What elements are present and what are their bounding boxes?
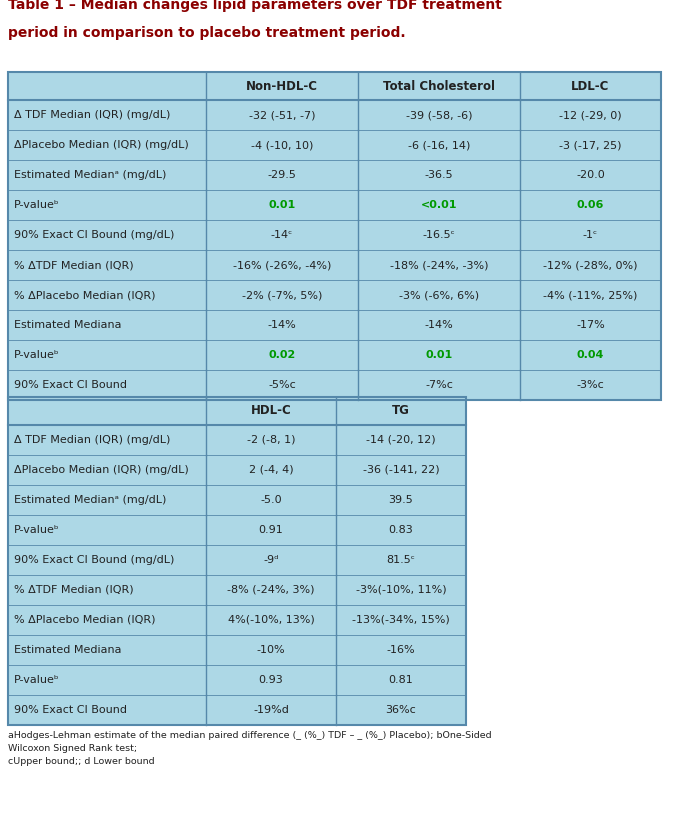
Text: -8% (-24%, 3%): -8% (-24%, 3%) — [227, 585, 315, 595]
Text: Total Cholesterol: Total Cholesterol — [383, 80, 495, 92]
Text: -14%: -14% — [268, 320, 296, 330]
Text: period in comparison to placebo treatment period.: period in comparison to placebo treatmen… — [8, 26, 406, 40]
Text: % ΔTDF Median (IQR): % ΔTDF Median (IQR) — [14, 260, 134, 270]
Text: Estimated Medianᵃ (mg/dL): Estimated Medianᵃ (mg/dL) — [14, 495, 167, 505]
Text: aHodges-Lehman estimate of the median paired difference (_ (%_) TDF – _ (%_) Pla: aHodges-Lehman estimate of the median pa… — [8, 731, 492, 740]
Text: -16% (-26%, -4%): -16% (-26%, -4%) — [233, 260, 331, 270]
Text: -4% (-11%, 25%): -4% (-11%, 25%) — [543, 290, 638, 300]
Bar — [8, 72, 661, 400]
Text: 0.01: 0.01 — [268, 200, 296, 210]
Text: 90% Exact CI Bound: 90% Exact CI Bound — [14, 380, 127, 390]
Text: -6 (-16, 14): -6 (-16, 14) — [408, 140, 470, 150]
Text: -2 (-8, 1): -2 (-8, 1) — [247, 435, 295, 445]
Text: 0.81: 0.81 — [389, 675, 413, 685]
Text: P-valueᵇ: P-valueᵇ — [14, 525, 59, 535]
Text: -10%: -10% — [257, 645, 285, 655]
Bar — [8, 72, 661, 400]
Text: cUpper bound;; d Lower bound: cUpper bound;; d Lower bound — [8, 757, 154, 766]
Text: HDL-C: HDL-C — [251, 404, 292, 418]
Text: 4%(-10%, 13%): 4%(-10%, 13%) — [227, 615, 314, 625]
Text: Non-HDL-C: Non-HDL-C — [246, 80, 318, 92]
Text: -3%(-10%, 11%): -3%(-10%, 11%) — [356, 585, 446, 595]
Text: 0.01: 0.01 — [426, 350, 453, 360]
Text: 36%c: 36%c — [386, 705, 417, 715]
Text: -1ᶜ: -1ᶜ — [583, 230, 598, 240]
Bar — [8, 397, 466, 725]
Text: % ΔTDF Median (IQR): % ΔTDF Median (IQR) — [14, 585, 134, 595]
Text: 0.83: 0.83 — [389, 525, 413, 535]
Text: -29.5: -29.5 — [268, 170, 296, 180]
Text: P-valueᵇ: P-valueᵇ — [14, 350, 59, 360]
Text: <0.01: <0.01 — [421, 200, 457, 210]
Text: LDL-C: LDL-C — [571, 80, 610, 92]
Text: 90% Exact CI Bound: 90% Exact CI Bound — [14, 705, 127, 715]
Text: TG: TG — [392, 404, 410, 418]
Text: -14 (-20, 12): -14 (-20, 12) — [366, 435, 436, 445]
Text: -39 (-58, -6): -39 (-58, -6) — [406, 110, 472, 120]
Text: -18% (-24%, -3%): -18% (-24%, -3%) — [390, 260, 488, 270]
Text: Estimated Mediana: Estimated Mediana — [14, 645, 122, 655]
Text: -7%c: -7%c — [425, 380, 453, 390]
Text: 81.5ᶜ: 81.5ᶜ — [387, 555, 415, 565]
Text: 0.91: 0.91 — [259, 525, 283, 535]
Text: % ΔPlacebo Median (IQR): % ΔPlacebo Median (IQR) — [14, 615, 156, 625]
Text: Δ TDF Median (IQR) (mg/dL): Δ TDF Median (IQR) (mg/dL) — [14, 110, 170, 120]
Text: -17%: -17% — [576, 320, 605, 330]
Text: -14%: -14% — [425, 320, 454, 330]
Text: P-valueᵇ: P-valueᵇ — [14, 200, 59, 210]
Text: -3 (-17, 25): -3 (-17, 25) — [559, 140, 622, 150]
Bar — [8, 397, 466, 725]
Text: Estimated Medianᵃ (mg/dL): Estimated Medianᵃ (mg/dL) — [14, 170, 167, 180]
Text: 0.06: 0.06 — [577, 200, 604, 210]
Text: -36 (-141, 22): -36 (-141, 22) — [363, 465, 439, 475]
Text: 39.5: 39.5 — [389, 495, 413, 505]
Text: -36.5: -36.5 — [425, 170, 454, 180]
Text: -2% (-7%, 5%): -2% (-7%, 5%) — [242, 290, 322, 300]
Text: 0.04: 0.04 — [577, 350, 604, 360]
Text: -3%c: -3%c — [576, 380, 604, 390]
Text: -9ᵈ: -9ᵈ — [263, 555, 279, 565]
Text: 0.93: 0.93 — [259, 675, 283, 685]
Text: 90% Exact CI Bound (mg/dL): 90% Exact CI Bound (mg/dL) — [14, 230, 174, 240]
Text: Δ TDF Median (IQR) (mg/dL): Δ TDF Median (IQR) (mg/dL) — [14, 435, 170, 445]
Text: 2 (-4, 4): 2 (-4, 4) — [249, 465, 293, 475]
Text: ΔPlacebo Median (IQR) (mg/dL): ΔPlacebo Median (IQR) (mg/dL) — [14, 140, 189, 150]
Text: -13%(-34%, 15%): -13%(-34%, 15%) — [352, 615, 450, 625]
Text: Table 1 – Median changes lipid parameters over TDF treatment: Table 1 – Median changes lipid parameter… — [8, 0, 502, 12]
Text: P-valueᵇ: P-valueᵇ — [14, 675, 59, 685]
Text: % ΔPlacebo Median (IQR): % ΔPlacebo Median (IQR) — [14, 290, 156, 300]
Text: 90% Exact CI Bound (mg/dL): 90% Exact CI Bound (mg/dL) — [14, 555, 174, 565]
Text: -4 (-10, 10): -4 (-10, 10) — [251, 140, 313, 150]
Text: -5.0: -5.0 — [260, 495, 282, 505]
Text: -16%: -16% — [387, 645, 415, 655]
Text: -32 (-51, -7): -32 (-51, -7) — [249, 110, 316, 120]
Text: -19%d: -19%d — [253, 705, 289, 715]
Text: -3% (-6%, 6%): -3% (-6%, 6%) — [399, 290, 479, 300]
Text: -12% (-28%, 0%): -12% (-28%, 0%) — [543, 260, 638, 270]
Text: -20.0: -20.0 — [576, 170, 605, 180]
Text: -12 (-29, 0): -12 (-29, 0) — [559, 110, 622, 120]
Text: Estimated Mediana: Estimated Mediana — [14, 320, 122, 330]
Text: ΔPlacebo Median (IQR) (mg/dL): ΔPlacebo Median (IQR) (mg/dL) — [14, 465, 189, 475]
Text: -14ᶜ: -14ᶜ — [271, 230, 293, 240]
Text: -16.5ᶜ: -16.5ᶜ — [423, 230, 456, 240]
Text: 0.02: 0.02 — [268, 350, 296, 360]
Text: Wilcoxon Signed Rank test;: Wilcoxon Signed Rank test; — [8, 744, 137, 753]
Text: -5%c: -5%c — [268, 380, 296, 390]
